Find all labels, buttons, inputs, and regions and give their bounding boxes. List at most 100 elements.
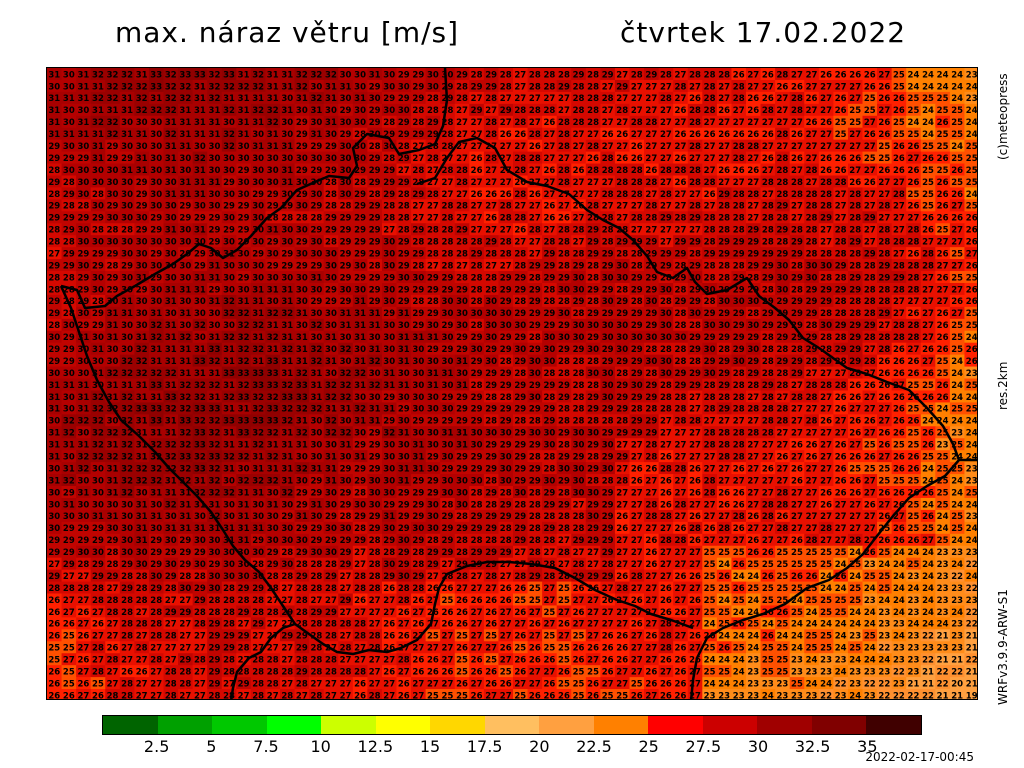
gust-value-label: 26 — [937, 273, 949, 283]
gust-value-label: 28 — [776, 166, 788, 176]
gust-value-label: 29 — [150, 214, 162, 224]
gust-value-label: 31 — [325, 333, 337, 343]
gust-value-label: 31 — [383, 405, 395, 415]
gust-value-label: 31 — [281, 476, 293, 486]
gust-value-label: 31 — [92, 142, 104, 152]
gust-value-label: 29 — [485, 405, 497, 415]
gust-value-label: 30 — [543, 429, 555, 439]
gust-cell — [716, 79, 733, 93]
gust-value-label: 26 — [820, 154, 832, 164]
gust-value-label: 28 — [529, 524, 541, 534]
gust-value-label: 27 — [689, 393, 701, 403]
gust-cell — [163, 68, 179, 81]
gust-value-label: 27 — [864, 393, 876, 403]
gust-value-label: 29 — [48, 309, 60, 319]
gust-value-label: 27 — [849, 512, 861, 522]
gust-value-label: 27 — [747, 464, 759, 474]
gust-value-label: 28 — [354, 488, 366, 498]
gust-value-label: 28 — [660, 405, 672, 415]
gust-value-label: 30 — [281, 226, 293, 236]
gust-value-label: 28 — [296, 214, 308, 224]
gust-value-label: 24 — [922, 82, 934, 92]
gust-value-label: 30 — [296, 154, 308, 164]
gust-value-label: 28 — [442, 214, 454, 224]
gust-value-label: 31 — [136, 154, 148, 164]
gust-value-label: 29 — [791, 357, 803, 367]
gust-value-label: 32 — [238, 82, 250, 92]
gust-value-label: 26 — [747, 94, 759, 104]
gust-value-label: 25 — [908, 405, 920, 415]
gust-value-label: 28 — [573, 226, 585, 236]
gust-value-label: 28 — [471, 488, 483, 498]
gust-value-label: 29 — [369, 214, 381, 224]
gust-value-label: 25 — [966, 178, 978, 188]
gust-value-label: 32 — [238, 357, 250, 367]
gust-value-label: 25 — [908, 94, 920, 104]
gust-value-label: 29 — [398, 285, 410, 295]
gust-value-label: 30 — [267, 178, 279, 188]
gust-value-label: 30 — [48, 82, 60, 92]
gust-value-label: 25 — [864, 464, 876, 474]
gust-value-label: 27 — [733, 417, 745, 427]
gust-value-label: 29 — [92, 249, 104, 259]
gust-value-label: 27 — [689, 405, 701, 415]
gust-value-label: 29 — [412, 500, 424, 510]
gust-value-label: 29 — [645, 417, 657, 427]
gust-value-label: 25 — [922, 381, 934, 391]
gust-value-label: 27 — [951, 261, 963, 271]
gust-value-label: 30 — [383, 464, 395, 474]
gust-value-label: 31 — [209, 369, 221, 379]
gust-value-label: 30 — [340, 154, 352, 164]
gust-value-label: 31 — [281, 178, 293, 188]
gust-value-label: 30 — [383, 261, 395, 271]
gust-value-label: 27 — [471, 214, 483, 224]
gust-value-label: 30 — [150, 524, 162, 534]
gust-value-label: 32 — [165, 130, 177, 140]
gust-value-label: 28 — [92, 190, 104, 200]
gust-value-label: 30 — [150, 142, 162, 152]
gust-value-label: 27 — [383, 226, 395, 236]
gust-value-label: 27 — [631, 512, 643, 522]
gust-value-label: 30 — [252, 238, 264, 248]
gust-value-label: 31 — [456, 429, 468, 439]
gust-value-label: 27 — [864, 118, 876, 128]
gust-value-label: 25 — [951, 333, 963, 343]
gust-value-label: 27 — [835, 214, 847, 224]
gust-value-label: 28 — [806, 238, 818, 248]
gust-value-label: 28 — [558, 166, 570, 176]
gust-value-label: 27 — [485, 178, 497, 188]
gust-value-label: 31 — [107, 464, 119, 474]
gust-value-label: 30 — [310, 249, 322, 259]
gust-value-label: 27 — [529, 202, 541, 212]
gust-value-label: 31 — [267, 464, 279, 474]
gust-value-label: 26 — [937, 118, 949, 128]
gust-value-label: 30 — [296, 226, 308, 236]
gust-value-label: 27 — [718, 94, 730, 104]
gust-value-label: 31 — [165, 381, 177, 391]
gust-value-label: 30 — [500, 476, 512, 486]
gust-value-label: 31 — [281, 285, 293, 295]
gust-value-label: 29 — [718, 369, 730, 379]
gust-value-label: 28 — [820, 333, 832, 343]
gust-value-label: 31 — [165, 154, 177, 164]
gust-value-label: 31 — [77, 441, 89, 451]
gust-value-label: 29 — [209, 226, 221, 236]
gust-value-label: 28 — [485, 94, 497, 104]
gust-value-label: 32 — [383, 429, 395, 439]
gust-value-label: 27 — [864, 238, 876, 248]
gust-value-label: 30 — [471, 441, 483, 451]
gust-value-label: 27 — [573, 142, 585, 152]
gust-value-label: 32 — [165, 441, 177, 451]
gust-value-label: 29 — [354, 190, 366, 200]
gust-value-label: 27 — [820, 393, 832, 403]
gust-value-label: 30 — [107, 166, 119, 176]
gust-value-label: 31 — [179, 130, 191, 140]
gust-value-label: 28 — [776, 500, 788, 510]
gust-value-label: 27 — [675, 453, 687, 463]
gust-value-label: 27 — [922, 285, 934, 295]
gust-value-label: 30 — [107, 417, 119, 427]
gust-value-label: 31 — [252, 524, 264, 534]
gust-value-label: 31 — [179, 309, 191, 319]
gust-value-label: 28 — [412, 297, 424, 307]
gust-value-label: 28 — [558, 369, 570, 379]
